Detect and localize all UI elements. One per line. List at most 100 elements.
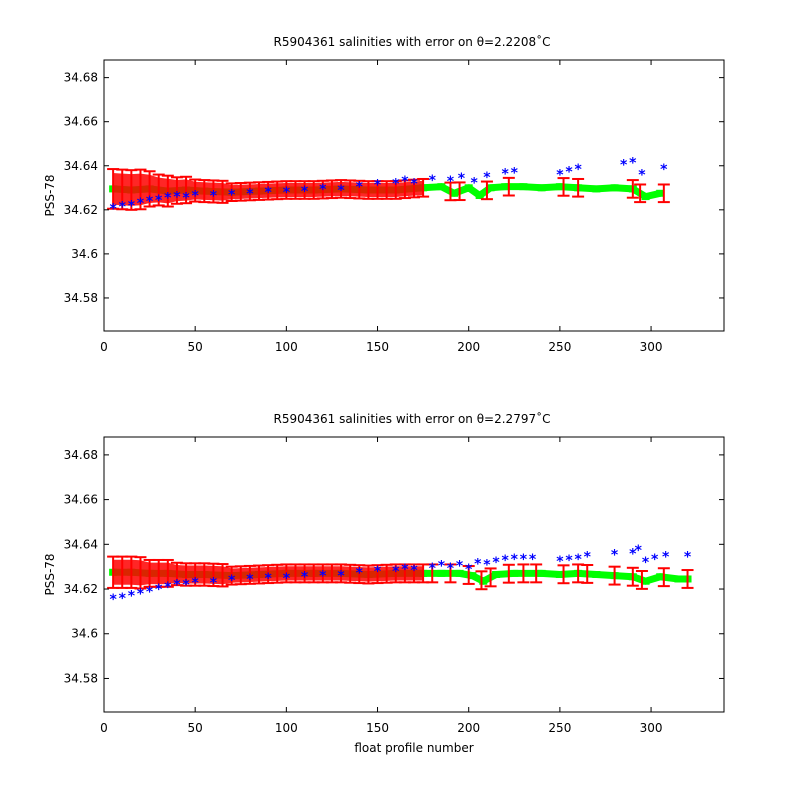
y-tick-label: 34.68 (64, 71, 98, 85)
y-tick-label: 34.62 (64, 203, 98, 217)
float-salinity-point-32: * (511, 552, 519, 568)
x-tick-label: 300 (640, 721, 663, 735)
float-salinity-point-11: * (228, 187, 236, 203)
float-salinity-point-30: * (492, 555, 500, 571)
error-bar-49 (657, 567, 670, 588)
float-salinity-point-9: * (192, 189, 200, 205)
x-tick-label: 0 (100, 721, 108, 735)
float-salinity-point-43: * (651, 552, 659, 568)
float-salinity-point-15: * (301, 570, 309, 586)
x-tick-label: 100 (275, 340, 298, 354)
axes-box (103, 436, 725, 713)
x-tick-label: 200 (457, 340, 480, 354)
float-salinity-point-3: * (137, 587, 145, 603)
error-bar-40 (572, 177, 585, 198)
y-tick-label: 34.58 (64, 671, 98, 685)
chart-panel-1: * * * * * * * * * * * * * * * * * * * * * * * * * * * * * * * * * * ** *0 50… (43, 34, 725, 354)
error-bar-42 (634, 183, 647, 204)
float-salinity-point-23: * (429, 561, 437, 577)
y-axis-label: PSS-78 (43, 553, 57, 595)
x-tick-label: 200 (457, 721, 480, 735)
float-salinity-point-31: * (565, 164, 573, 180)
float-salinity-point-2: * (128, 589, 136, 605)
x-tick-label: 250 (548, 721, 571, 735)
float-salinity-point-22: * (410, 563, 418, 579)
float-salinity-point-28: * (474, 556, 482, 572)
float-salinity-point-6: * (164, 191, 172, 207)
error-bar-37 (480, 180, 493, 201)
float-salinity-point-41: * (635, 543, 643, 559)
y-tick-label: 34.64 (64, 537, 98, 551)
float-salinity-point-16: * (319, 182, 327, 198)
y-tick-label: 34.66 (64, 493, 98, 507)
y-tick-label: 34.64 (64, 159, 98, 173)
error-bar-38 (502, 176, 515, 197)
float-salinity-point-12: * (246, 186, 254, 202)
float-salinity-point-4: * (146, 584, 154, 600)
float-salinity-point-25: * (447, 561, 455, 577)
x-tick-label: 50 (188, 340, 203, 354)
x-tick-label: 300 (640, 340, 663, 354)
plot-area: * * * * * * * * * * * * * * * * * * * * * * * * * * * * * * * * * * ** * (107, 155, 670, 218)
x-tick-label: 250 (548, 340, 571, 354)
y-tick-label: 34.6 (71, 627, 98, 641)
float-salinity-point-17: * (337, 569, 345, 585)
error-bar-47 (626, 566, 639, 587)
x-tick-label: 50 (188, 721, 203, 735)
float-salinity-point-23: * (429, 173, 437, 189)
float-salinity-point-39: * (611, 547, 619, 563)
float-salinity-point-0: * (109, 202, 117, 218)
error-bar-46 (608, 565, 621, 586)
float-salinity-point-36: * (660, 162, 668, 178)
y-tick-label: 34.6 (71, 247, 98, 261)
x-tick-label: 150 (366, 721, 389, 735)
float-salinity-point-36: * (565, 553, 573, 569)
float-salinity-point-17: * (337, 183, 345, 199)
float-salinity-point-26: * (471, 175, 479, 191)
float-salinity-point-19: * (374, 564, 382, 580)
float-salinity-point-44: * (662, 550, 670, 566)
float-salinity-point-26: * (456, 559, 464, 575)
error-bar-43 (657, 183, 670, 204)
float-salinity-point-20: * (392, 176, 400, 192)
error-bar-36 (444, 563, 457, 584)
float-salinity-point-1: * (119, 200, 127, 216)
float-salinity-point-33: * (520, 552, 528, 568)
float-salinity-point-11: * (228, 573, 236, 589)
error-bar-40 (502, 563, 515, 584)
float-salinity-point-45: * (684, 550, 692, 566)
float-salinity-point-21: * (401, 562, 409, 578)
float-salinity-point-31: * (502, 553, 510, 569)
float-salinity-point-34: * (629, 155, 637, 171)
float-salinity-point-13: * (264, 571, 272, 587)
chart-title: R5904361 salinities with error on θ=2.22… (274, 34, 551, 49)
float-salinity-point-18: * (356, 180, 364, 196)
float-salinity-point-14: * (283, 185, 291, 201)
float-salinity-point-8: * (182, 191, 190, 207)
x-axis-label: float profile number (354, 741, 473, 755)
float-salinity-point-37: * (574, 552, 582, 568)
float-salinity-point-24: * (438, 559, 446, 575)
float-salinity-point-42: * (642, 555, 650, 571)
float-salinity-point-7: * (173, 578, 181, 594)
error-bar-43 (557, 564, 570, 585)
y-tick-label: 34.58 (64, 291, 98, 305)
error-bar-39 (557, 177, 570, 197)
error-band (113, 559, 424, 586)
y-axis-label: PSS-78 (43, 174, 57, 216)
chart-title: R5904361 salinities with error on θ=2.27… (274, 411, 551, 426)
plot-area: * * * * * * * * * * * * * * * * * * * * * * * * * * * * * * * * * * * * * * * *… (107, 543, 694, 608)
float-salinity-point-28: * (502, 166, 510, 182)
float-salinity-point-3: * (137, 196, 145, 212)
chart-panel-2: * * * * * * * * * * * * * * * * * * * * * * * * * * * * * * * * * * * * * * * *… (43, 411, 725, 755)
y-tick-label: 34.66 (64, 115, 98, 129)
float-salinity-point-10: * (210, 189, 218, 205)
float-salinity-point-18: * (356, 565, 364, 581)
float-salinity-point-22: * (410, 176, 418, 192)
float-salinity-point-16: * (319, 569, 327, 585)
float-salinity-point-19: * (374, 177, 382, 193)
y-tick-label: 34.68 (64, 448, 98, 462)
error-bar-50 (681, 569, 694, 589)
float-salinity-point-10: * (210, 575, 218, 591)
